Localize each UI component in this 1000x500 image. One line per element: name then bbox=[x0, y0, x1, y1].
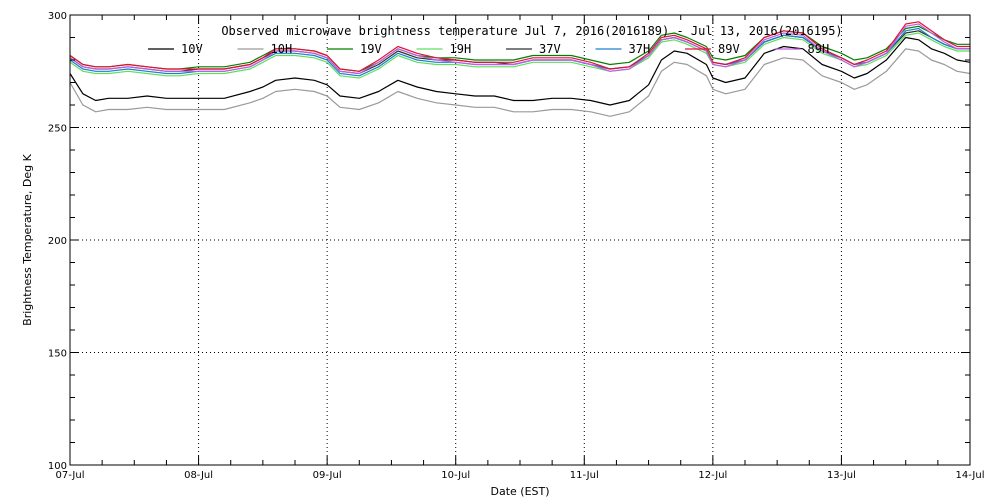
tick-labels: 100 150 200 250 300 07-Jul 08-Jul 09-Jul 10-Jul 1… bbox=[48, 11, 985, 481]
y-tick-label: 150 bbox=[48, 349, 67, 360]
series-line-89v bbox=[69, 21, 970, 72]
legend-label-10h: 10H bbox=[271, 42, 293, 56]
x-tick-label: 11-Jul bbox=[570, 470, 599, 481]
x-tick-label: 10-Jul bbox=[441, 470, 470, 481]
series-line-10v bbox=[69, 36, 971, 106]
grid bbox=[70, 15, 970, 465]
y-tick-label: 300 bbox=[48, 11, 67, 22]
axis-ticks bbox=[69, 14, 971, 466]
x-tick-label: 12-Jul bbox=[698, 470, 727, 481]
legend-label-19v: 19V bbox=[360, 42, 382, 56]
legend-label-89v: 89V bbox=[718, 42, 740, 56]
chart-title: Observed microwave brightness temperatur… bbox=[221, 24, 842, 38]
y-axis-label: Brightness Temperature, Deg K bbox=[21, 153, 34, 325]
y-tick-label: 250 bbox=[48, 124, 67, 135]
x-tick-label: 13-Jul bbox=[827, 470, 856, 481]
series-lines bbox=[69, 21, 971, 117]
series-line-10h bbox=[69, 48, 971, 117]
y-tick-label: 200 bbox=[48, 236, 67, 247]
x-tick-label: 14-Jul bbox=[956, 470, 985, 481]
legend-label-37h: 37H bbox=[629, 42, 651, 56]
x-axis-label: Date (EST) bbox=[490, 485, 549, 498]
series-line-89h bbox=[69, 23, 970, 75]
x-tick-label: 08-Jul bbox=[184, 470, 213, 481]
legend-label-37v: 37V bbox=[539, 42, 561, 56]
legend: 10V 10H 19V 19H 37V 37H 89V 89H bbox=[148, 42, 829, 56]
legend-label-89h: 89H bbox=[808, 42, 830, 56]
y-tick-label: 100 bbox=[48, 461, 67, 472]
legend-label-10v: 10V bbox=[181, 42, 203, 56]
legend-label-19h: 19H bbox=[450, 42, 472, 56]
x-tick-label: 09-Jul bbox=[313, 470, 342, 481]
series-line-19v bbox=[69, 25, 970, 72]
x-tick-label: 07-Jul bbox=[56, 470, 85, 481]
